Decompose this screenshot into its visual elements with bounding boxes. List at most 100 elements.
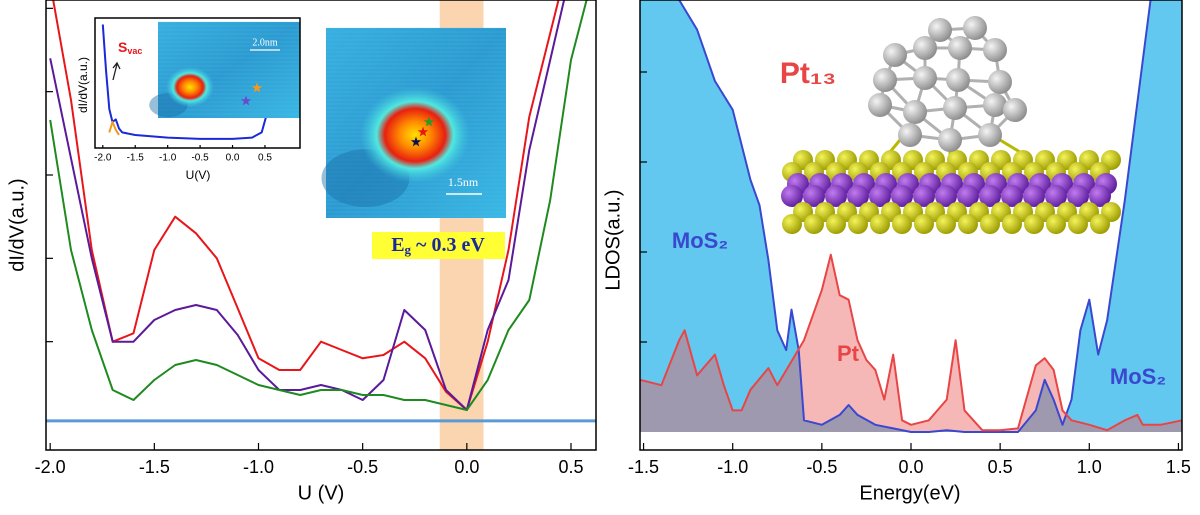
mo-atom xyxy=(1067,185,1089,207)
s-atom xyxy=(826,214,846,234)
x-tick-label: -1.5 xyxy=(628,457,659,477)
pt-atom xyxy=(946,68,970,92)
star-marker xyxy=(417,126,429,137)
adatom-blob xyxy=(166,67,214,107)
mo-atom xyxy=(869,185,891,207)
x-tick-label: 0.5 xyxy=(258,153,272,164)
right-panel: -1.5 -1.0 -0.5 0.0 0.5 1.0 1.5 Energy(eV) LDOS(a… xyxy=(602,0,1191,504)
series-line xyxy=(640,253,1182,432)
s-atom xyxy=(980,214,1000,234)
s-atom xyxy=(1024,214,1044,234)
left-panel: -2.0 -1.5 -1.0 -0.5 0.0 0.5 U (V) dI/dV(a.u.) 1.… xyxy=(6,0,597,504)
mo-atom xyxy=(847,185,869,207)
pt-atom xyxy=(978,123,1002,147)
x-axis-label: U (V) xyxy=(298,482,345,504)
x-axis-label: U(V) xyxy=(186,168,211,182)
axes-frame xyxy=(45,0,597,451)
gap-box xyxy=(372,232,505,259)
arrow xyxy=(112,61,121,81)
star-marker xyxy=(423,116,435,127)
gap-symbol: E xyxy=(391,234,404,256)
s-atom xyxy=(1090,214,1110,234)
x-tick-label: -0.5 xyxy=(191,153,209,164)
pt-atom xyxy=(988,70,1012,94)
x-tick-label: 0.0 xyxy=(454,457,479,477)
s-atom xyxy=(1002,214,1022,234)
series-line xyxy=(52,0,560,411)
series-line xyxy=(108,121,120,136)
vacancy-symbol: S xyxy=(118,39,127,55)
series-line xyxy=(49,0,588,411)
mo-atom xyxy=(803,185,825,207)
y-axis-label: LDOS(a.u.) xyxy=(602,189,624,290)
s-atom xyxy=(958,214,978,234)
mo-atom xyxy=(1089,185,1111,207)
series-line xyxy=(674,0,1152,433)
gap-value: ~ 0.3 eV xyxy=(411,234,485,256)
annotation: MoS₂ xyxy=(1110,364,1166,389)
star-marker xyxy=(240,95,252,106)
s-atom xyxy=(848,214,868,234)
y-axis-label: dI/dV(a.u.) xyxy=(6,178,28,271)
pt-atom xyxy=(873,68,897,92)
pt-atom xyxy=(948,36,972,60)
x-tick-label: 0.0 xyxy=(898,457,923,477)
y-axis-label: dI/dV(a.u.) xyxy=(76,57,90,113)
star-marker xyxy=(410,136,422,147)
pt-atom xyxy=(913,66,937,90)
pt-atom xyxy=(903,100,927,124)
x-tick-label: -1.5 xyxy=(139,457,170,477)
mo-atom xyxy=(781,185,803,207)
series-label: MoS₂ xyxy=(672,228,728,253)
x-axis-label: Energy(eV) xyxy=(859,482,960,504)
s-atom xyxy=(892,214,912,234)
pt-atom xyxy=(983,38,1007,62)
mo-atom xyxy=(935,185,957,207)
x-tick-label: -0.5 xyxy=(806,457,837,477)
series-line xyxy=(49,0,566,411)
series-line xyxy=(101,24,276,140)
vacancy-label: Svac xyxy=(118,39,142,57)
mo-atom xyxy=(1045,185,1067,207)
s-atom xyxy=(936,214,956,234)
pt-atom xyxy=(883,43,907,67)
s-atom xyxy=(914,214,934,234)
axes-frame xyxy=(94,17,301,149)
scale-label: 2.0nm xyxy=(252,37,278,48)
area-fill xyxy=(640,254,1182,432)
mo-atom xyxy=(891,185,913,207)
s-atom xyxy=(782,214,802,234)
gap-annotation: Eg ~ 0.3 eV xyxy=(391,234,485,257)
s-atom xyxy=(1046,214,1066,234)
x-tick-label: 1.0 xyxy=(1077,457,1102,477)
s-atom xyxy=(870,214,890,234)
x-tick-label: -1.0 xyxy=(243,457,274,477)
scale-label: 1.5nm xyxy=(448,175,479,189)
x-tick-label: -0.5 xyxy=(347,457,378,477)
pt-atom xyxy=(963,16,987,40)
pt-atom xyxy=(943,96,967,120)
x-tick-label: -1.0 xyxy=(717,457,748,477)
mo-atom xyxy=(1023,185,1045,207)
x-tick-label: -2.0 xyxy=(35,457,66,477)
pt-atom xyxy=(928,18,952,42)
x-tick-label: -2.0 xyxy=(94,153,112,164)
x-tick-label: 1.5 xyxy=(1166,457,1191,477)
plot-area xyxy=(101,24,276,140)
x-tick-label: -1.5 xyxy=(127,153,145,164)
vacancy-subscript: vac xyxy=(127,46,142,56)
x-tick-label: -1.0 xyxy=(159,153,177,164)
plot-area xyxy=(640,0,1182,433)
mo-atom xyxy=(825,185,847,207)
pt-atom xyxy=(898,123,922,147)
annotation: Pt₁₃ xyxy=(780,57,836,90)
mo-atom xyxy=(1001,185,1023,207)
gap-subscript: g xyxy=(405,242,412,257)
pt-atom xyxy=(983,93,1007,117)
pt-atom xyxy=(913,36,937,60)
star-marker xyxy=(251,82,263,93)
mo-atom xyxy=(979,185,1001,207)
s-atom xyxy=(804,214,824,234)
